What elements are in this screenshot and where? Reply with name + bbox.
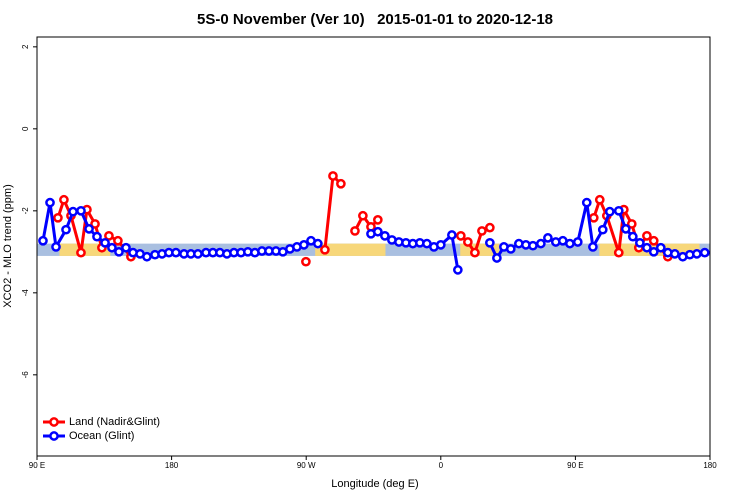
series-marker — [627, 231, 638, 242]
y-tick-label: 2 — [21, 44, 30, 49]
x-tick-label: 180 — [165, 461, 179, 470]
series-marker — [100, 237, 110, 248]
series-marker — [588, 242, 598, 252]
series-marker — [61, 224, 71, 235]
series-marker — [642, 230, 652, 241]
series-marker — [107, 242, 117, 253]
y-tick-label: -4 — [21, 289, 30, 297]
series-marker — [581, 197, 592, 208]
series-marker — [492, 253, 502, 263]
series-marker — [565, 238, 575, 249]
series-marker — [699, 247, 710, 258]
series-marker — [594, 194, 605, 205]
legend-label: Ocean (Glint) — [69, 430, 134, 442]
series-marker — [350, 226, 360, 236]
series-marker — [572, 237, 583, 247]
series-marker — [655, 242, 666, 253]
series-marker — [299, 240, 309, 250]
x-tick-label: 90 E — [29, 461, 45, 470]
series-marker — [372, 215, 383, 225]
series-marker — [121, 242, 131, 253]
series-marker — [380, 230, 390, 241]
series-marker — [51, 242, 61, 252]
x-tick-label: 180 — [703, 461, 717, 470]
legend-label: Land (Nadir&Glint) — [69, 416, 160, 428]
series-marker — [648, 246, 659, 257]
series-marker — [76, 205, 86, 216]
series-marker — [626, 219, 637, 229]
highlight-band — [315, 243, 386, 256]
series-marker — [45, 197, 55, 208]
series-marker — [470, 247, 480, 258]
series-marker — [68, 206, 78, 217]
series-marker — [336, 178, 346, 189]
series-marker — [485, 237, 495, 248]
series-marker — [38, 235, 48, 246]
series-marker — [113, 235, 123, 246]
x-axis-label: Longitude (deg E) — [331, 478, 418, 490]
series-marker — [320, 244, 330, 255]
series-marker — [84, 224, 94, 234]
series-marker — [670, 249, 680, 259]
series-marker — [92, 231, 102, 242]
x-tick-label: 90 E — [567, 461, 583, 470]
series-marker — [613, 205, 624, 216]
series-marker — [463, 237, 473, 247]
series-marker — [53, 212, 63, 223]
series-marker — [543, 233, 553, 243]
series-marker — [588, 212, 599, 223]
series-marker — [477, 226, 487, 236]
series-marker — [372, 226, 383, 237]
series-marker — [171, 247, 181, 258]
series-marker — [90, 219, 100, 229]
series-marker — [597, 224, 608, 235]
series-marker — [620, 224, 631, 234]
x-tick-label: 0 — [439, 461, 444, 470]
series-marker — [59, 194, 69, 205]
series-marker — [648, 235, 659, 246]
series-marker — [104, 230, 114, 241]
series-marker — [536, 238, 546, 249]
series-marker — [435, 240, 446, 250]
series-marker — [447, 230, 457, 240]
series-marker — [642, 242, 652, 253]
series-marker — [76, 247, 86, 258]
series-marker — [328, 171, 338, 181]
series-marker — [528, 240, 538, 251]
series-marker — [114, 246, 124, 257]
legend-marker — [49, 431, 59, 441]
series-marker — [691, 249, 702, 259]
x-tick-label: 90 W — [297, 461, 316, 470]
y-tick-label: 0 — [21, 126, 30, 131]
series-marker — [142, 251, 152, 262]
series-marker — [613, 247, 624, 258]
series-marker — [452, 265, 463, 275]
y-axis-label: XCO2 - MLO trend (ppm) — [2, 184, 14, 307]
series-marker — [505, 244, 516, 254]
y-tick-label: -6 — [21, 371, 30, 379]
series-marker — [635, 237, 645, 248]
series-marker — [313, 238, 323, 249]
y-tick-label: -2 — [21, 207, 30, 215]
legend-marker — [49, 417, 59, 427]
series-marker — [358, 210, 368, 221]
chart-title: 5S-0 November (Ver 10) 2015-01-01 to 202… — [197, 11, 553, 28]
series-marker — [193, 249, 203, 259]
series-marker — [301, 256, 311, 267]
plot-frame — [36, 36, 711, 457]
series-marker — [604, 206, 615, 217]
series-marker — [455, 230, 466, 241]
series-marker — [485, 222, 495, 233]
